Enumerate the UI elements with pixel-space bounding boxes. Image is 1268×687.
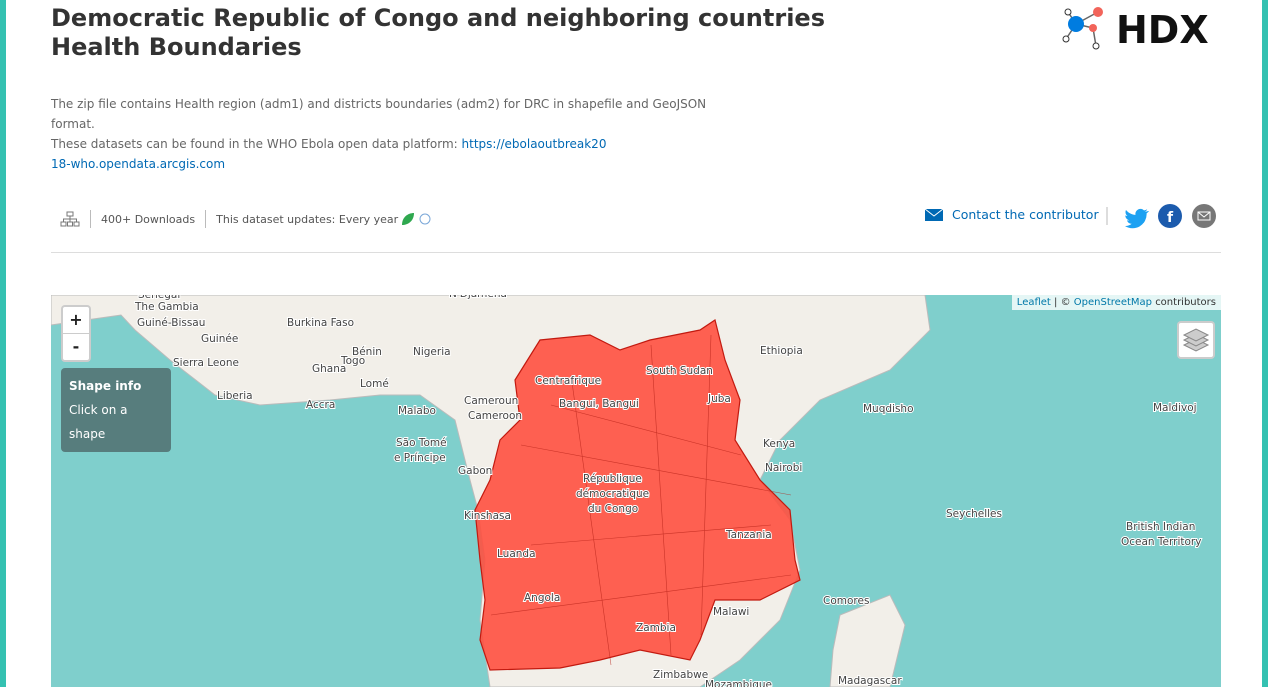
description-line: The zip file contains Health region (adm… bbox=[51, 97, 707, 131]
attribution: Leaflet | © OpenStreetMap contributors bbox=[1011, 295, 1221, 310]
link[interactable]: https://ebolaoutbreak2018-who.opendata.a… bbox=[51, 137, 607, 171]
map-label: South Sudan bbox=[646, 365, 713, 377]
map-label: Juba bbox=[707, 393, 731, 405]
map-label: Kinshasa bbox=[464, 510, 511, 522]
map-label: Accra bbox=[306, 399, 335, 411]
map-label: Malawi bbox=[713, 606, 749, 618]
map-canvas: Senegal The Gambia Guiné-Bissau Guinée S… bbox=[51, 295, 1221, 687]
map-label: Guiné-Bissau bbox=[137, 317, 205, 329]
zoom-out[interactable]: - bbox=[72, 337, 80, 356]
logo-text: HDX bbox=[1116, 8, 1209, 52]
stats: 400+ Downloads This dataset updates: Eve… bbox=[60, 208, 432, 230]
map-label: Togo bbox=[340, 355, 365, 367]
map-label: Seychelles bbox=[946, 508, 1002, 520]
map-label: Centrafrique bbox=[535, 375, 601, 387]
map-label: Malabo bbox=[398, 405, 436, 417]
description: The zip file contains Health region (adm… bbox=[51, 94, 706, 174]
map-label: Angola bbox=[524, 592, 560, 604]
zoom-in[interactable]: + bbox=[63, 307, 89, 334]
email[interactable] bbox=[1192, 204, 1216, 228]
map-label: Tanzania bbox=[725, 529, 772, 541]
map-label: Ghana bbox=[312, 363, 346, 375]
update-icons bbox=[402, 213, 431, 225]
attribution-link[interactable]: OpenStreetMap bbox=[1073, 297, 1152, 308]
map-label: Cameroun bbox=[464, 395, 518, 407]
drc-region[interactable] bbox=[474, 319, 801, 671]
map-label: N'Djamena bbox=[449, 295, 507, 300]
map-label: démocratique bbox=[576, 488, 649, 500]
contact[interactable]: Contact the contributor bbox=[924, 207, 1099, 222]
map-label: Lomé bbox=[360, 378, 389, 390]
map-label: e Príncipe bbox=[394, 452, 446, 464]
attribution-text: contributors bbox=[1155, 297, 1216, 308]
downloads: 400+ Downloads bbox=[101, 212, 196, 226]
map-label: Bangui, Bangui bbox=[559, 398, 639, 410]
map-label: Bénin bbox=[352, 346, 382, 358]
map-label: Burkina Faso bbox=[287, 317, 354, 329]
svg-text:f: f bbox=[1167, 210, 1174, 226]
map-label: Gabon bbox=[458, 465, 492, 477]
map-label: Senegal bbox=[138, 295, 180, 301]
map-label: du Congo bbox=[588, 503, 638, 515]
map-label: Mozambique bbox=[705, 679, 772, 687]
map-label: Madagascar bbox=[838, 675, 902, 687]
map-label: Sierra Leone bbox=[173, 357, 239, 369]
map-label: Nairobi bbox=[765, 462, 802, 474]
contact-link[interactable]: Contact the contributor bbox=[952, 207, 1099, 222]
logo: HDX bbox=[1062, 7, 1209, 52]
attribution-text: | © bbox=[1054, 297, 1071, 308]
map-label: Comores bbox=[823, 595, 869, 607]
divider bbox=[51, 252, 1221, 253]
map[interactable]: Senegal The Gambia Guiné-Bissau Guinée S… bbox=[51, 295, 1221, 687]
map-label: Luanda bbox=[497, 548, 536, 560]
land bbox=[829, 594, 906, 687]
map-label: The Gambia bbox=[134, 301, 199, 313]
facebook[interactable] bbox=[1158, 204, 1182, 228]
title: Democratic Republic of Congo and neighbo… bbox=[51, 4, 825, 61]
twitter[interactable] bbox=[1125, 208, 1149, 229]
map-label: Zimbabwe bbox=[653, 669, 708, 681]
info-text: Click on a shape bbox=[69, 403, 128, 441]
map-label: São Tomé bbox=[396, 437, 447, 449]
map-label: Ocean Territory bbox=[1121, 536, 1201, 548]
map-label: Muqdisho bbox=[863, 403, 914, 415]
attribution-link[interactable]: Leaflet bbox=[1016, 297, 1051, 308]
map-label: Maldivoj bbox=[1153, 402, 1197, 414]
zoom-control: + - bbox=[61, 305, 91, 362]
map-label: Guinée bbox=[201, 333, 238, 345]
map-label: Cameroon bbox=[468, 410, 522, 422]
layers-control[interactable] bbox=[1177, 321, 1215, 359]
map-label: Nigeria bbox=[413, 346, 451, 358]
map-label: Ethiopia bbox=[760, 345, 803, 357]
map-label: Zambia bbox=[636, 622, 676, 634]
info-title: Shape info bbox=[69, 379, 142, 393]
info-box: Shape info Click on a shape bbox=[61, 368, 171, 452]
mail-icon bbox=[924, 208, 944, 221]
description-line: These datasets can be found in the WHO E… bbox=[51, 137, 458, 151]
edge bbox=[0, 0, 6, 687]
share-icons: f bbox=[1106, 204, 1216, 229]
map-label: Kenya bbox=[763, 438, 795, 450]
map-label: République bbox=[583, 473, 642, 485]
edge bbox=[1262, 0, 1268, 687]
updates: This dataset updates: Every year bbox=[216, 212, 399, 226]
org-icon bbox=[60, 211, 80, 227]
map-label: Liberia bbox=[217, 390, 253, 402]
map-label: British Indian bbox=[1126, 521, 1195, 533]
